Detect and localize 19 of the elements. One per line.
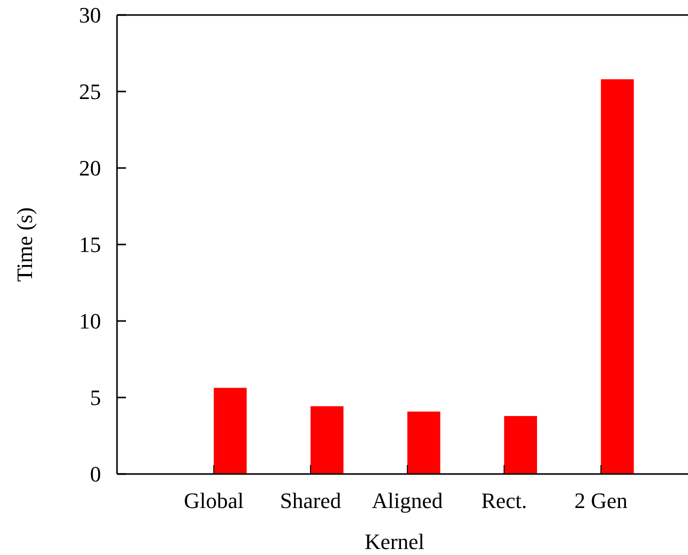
y-tick-label: 10 [79, 308, 101, 334]
bar [407, 412, 440, 474]
x-tick-label: Aligned [372, 488, 443, 513]
x-tick-label: 2 Gen [574, 488, 628, 513]
y-tick-label: 0 [90, 462, 101, 487]
x-tick-label: Shared [280, 488, 342, 513]
y-tick-label: 30 [79, 2, 101, 28]
x-tick-label: Global [184, 488, 244, 513]
bar [214, 388, 247, 474]
x-axis-title: Kernel [364, 529, 424, 554]
y-axis-title: Time (s) [12, 207, 37, 282]
x-tick-label: Rect. [481, 488, 528, 513]
bar [310, 406, 344, 474]
y-tick-label: 15 [79, 232, 101, 258]
y-tick-label: 20 [79, 156, 101, 181]
bar [504, 416, 538, 474]
y-tick-label: 25 [79, 79, 101, 104]
bar [600, 79, 634, 474]
y-tick-label: 5 [90, 385, 101, 410]
